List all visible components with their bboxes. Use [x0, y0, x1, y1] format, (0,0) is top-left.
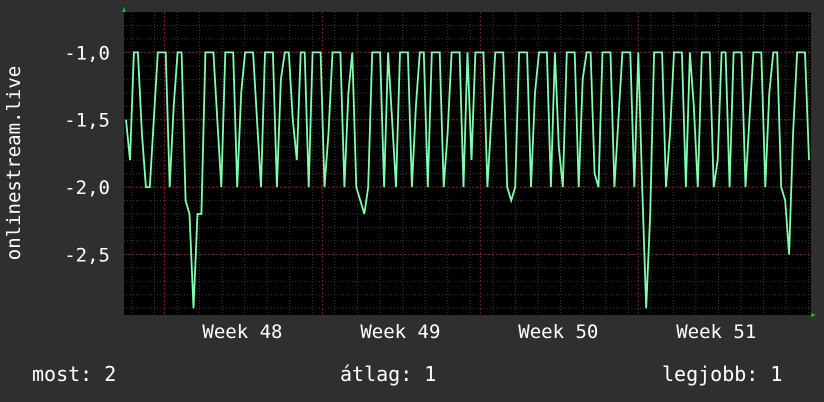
y-axis-label: onlinestream.live	[3, 66, 25, 260]
y-tick-label: -1,5	[64, 110, 110, 132]
y-tick-label: -2,0	[64, 177, 110, 199]
series-line	[125, 51, 810, 309]
x-tick-label: Week 50	[518, 321, 598, 343]
x-tick-label: Week 48	[202, 321, 282, 343]
x-tick-label: Week 51	[676, 321, 756, 343]
y-tick-label: -1,0	[64, 42, 110, 64]
x-tick-label: Week 49	[360, 321, 440, 343]
footer-atlag: átlag: 1	[340, 362, 437, 386]
footer-most: most: 2	[32, 362, 117, 386]
x-axis-arrow	[811, 313, 816, 317]
grid	[124, 12, 811, 315]
y-ticks: -1,0 -1,5 -2,0 -2,5	[64, 42, 110, 266]
y-tick-label: -2,5	[64, 244, 110, 266]
footer-legjobb: legjobb: 1	[662, 362, 783, 386]
y-axis-arrow	[122, 7, 126, 12]
x-ticks: Week 48 Week 49 Week 50 Week 51	[202, 321, 756, 343]
